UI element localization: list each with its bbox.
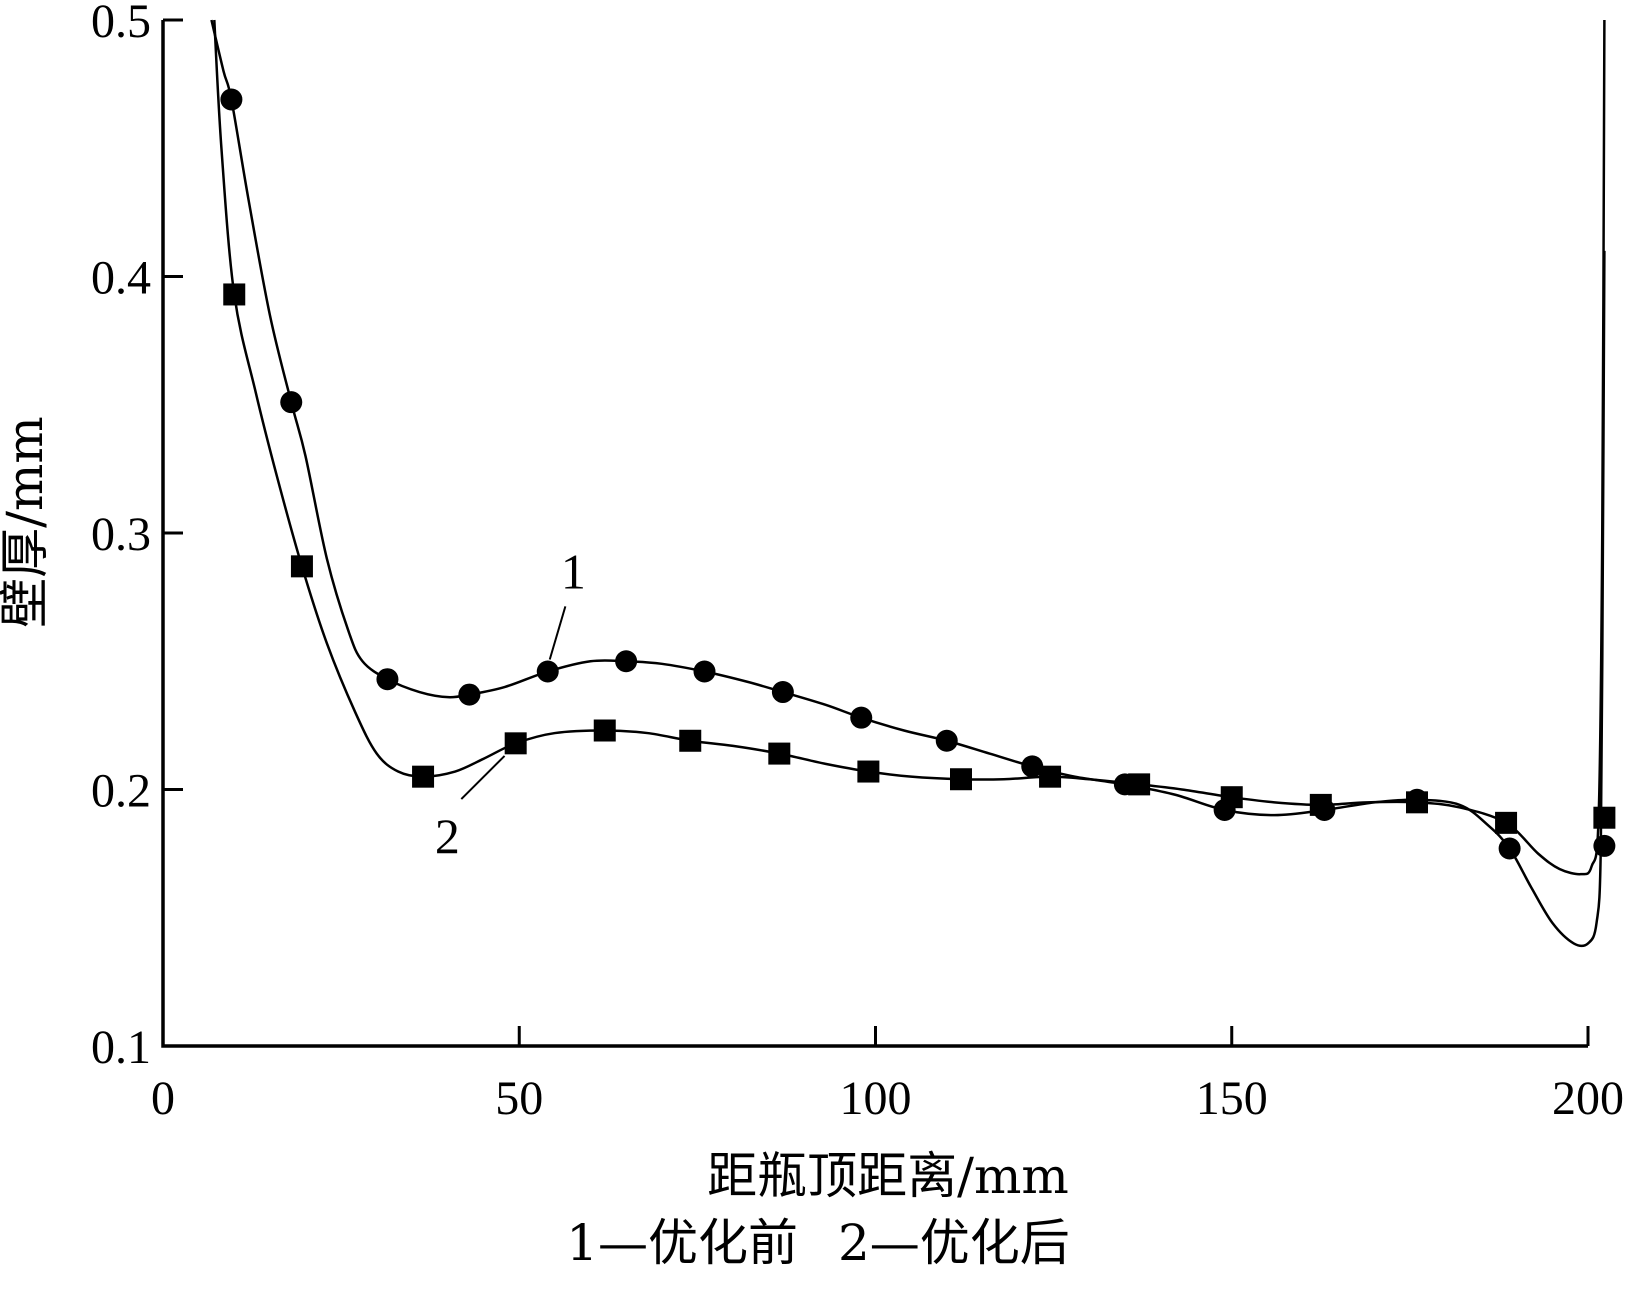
series-1-point [850,706,873,729]
series-1-point [376,668,399,691]
x-tick-label: 50 [495,1072,543,1125]
series-2-point [1128,773,1151,796]
series-2-point [1495,811,1518,834]
x-tick-label: 100 [840,1072,912,1125]
y-tick-label: 0.4 [91,252,151,305]
series-1-point [935,729,958,752]
x-tick-label: 0 [151,1072,175,1125]
series-2-point [768,742,791,765]
axis-frame [161,20,1588,1048]
series-1-point [1498,837,1521,860]
legend-item-2: 2—优化后 [838,1214,1070,1272]
series-2-point [1039,765,1062,788]
axes [161,20,1588,1048]
series-2-point [290,555,313,578]
series-1-point [280,391,303,414]
series-1-point [771,681,794,704]
annotation-label-2: 2 [435,808,460,864]
series-2-point [1220,786,1243,809]
annotation-leader-2 [460,755,506,800]
y-axis-title: 壁厚/mm [0,416,54,628]
series-2-point [950,768,972,791]
y-tick-label: 0.5 [91,0,151,48]
series-2-point [1593,806,1616,829]
annotation-label-1: 1 [561,543,586,599]
series-1-point [693,660,716,683]
series-1-point [1593,834,1616,857]
series-1-point [615,650,638,673]
series-2-point [593,719,616,742]
annotation-leader-1 [548,606,567,660]
legend-item-1: 1—优化前 [566,1214,798,1272]
series-2-line [213,19,1606,876]
series-2-point [857,760,880,783]
series-2-point [1406,791,1428,814]
series-2-point [1309,793,1332,816]
legend-caption: 1—优化前 2—优化后 [0,1218,1636,1268]
series-2 [213,19,1616,876]
series-2-point [223,283,246,306]
y-ticks: 0.1 0.2 0.3 0.4 0.5 [91,0,183,1074]
series-1 [210,19,1616,948]
series-2-point [679,729,702,752]
series-1-line [210,19,1606,948]
series-2-point [412,765,435,788]
y-tick-label: 0.2 [91,765,151,818]
series-2-point [504,732,527,755]
x-axis-title: 距瓶顶距离/mm [707,1147,1069,1205]
series-1-point [536,660,559,683]
y-tick-label: 0.3 [91,508,151,561]
series-1-point [458,683,481,706]
annotations: 12 [435,543,586,864]
series-1-point [1021,755,1044,778]
series-group [210,19,1616,948]
series-1-point [220,88,243,111]
y-tick-label: 0.1 [91,1021,151,1074]
x-ticks: 0 50 100 150 200 [151,1026,1624,1125]
x-tick-label: 200 [1552,1072,1624,1125]
x-tick-label: 150 [1196,1072,1268,1125]
